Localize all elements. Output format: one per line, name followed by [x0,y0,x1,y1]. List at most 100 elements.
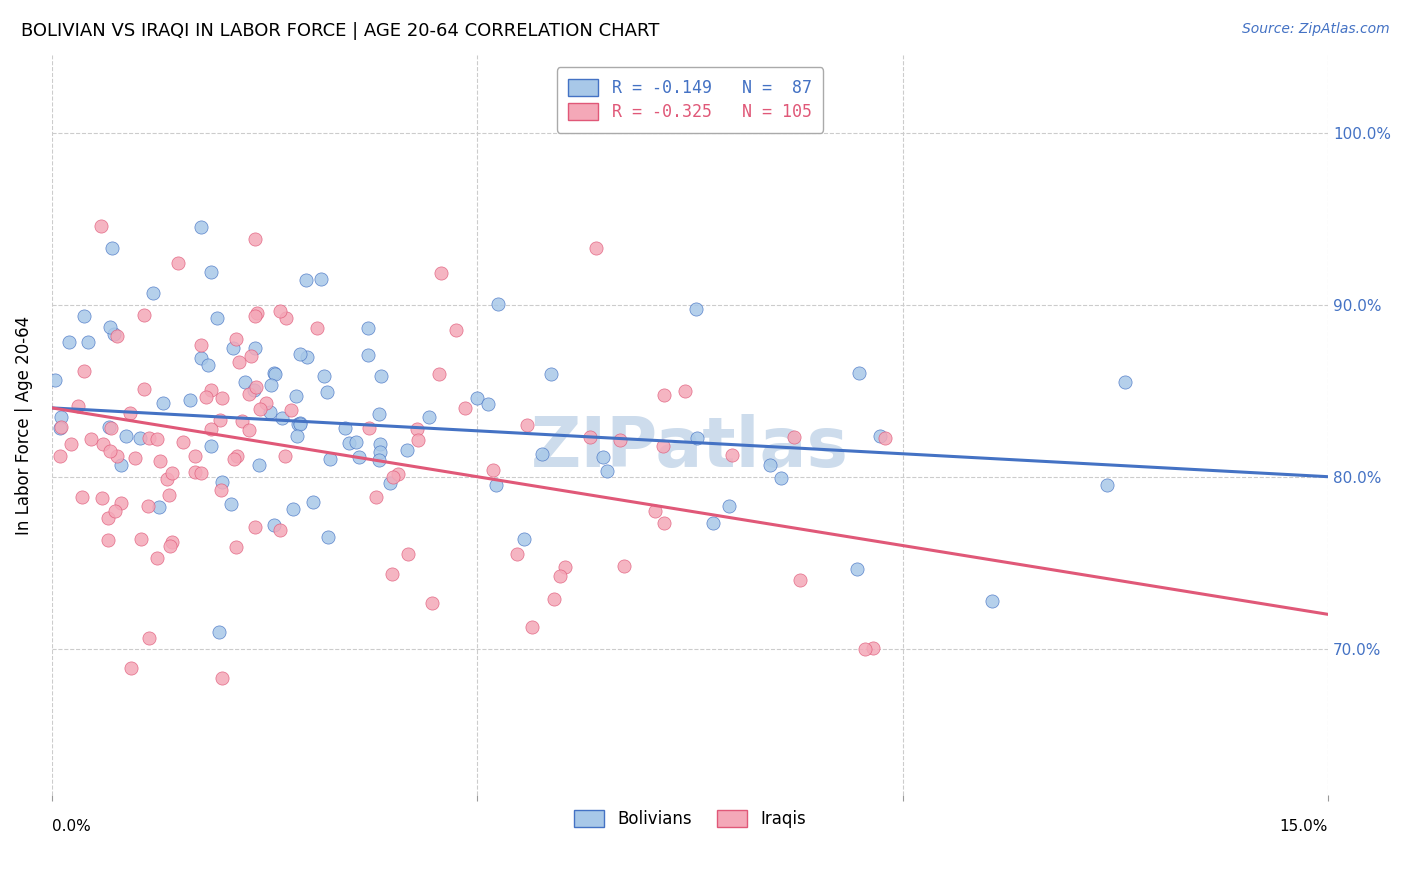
Point [848,366,870,380]
Point [118,406,141,420]
Point [138,432,160,446]
Point [146,551,169,566]
Point [243,383,266,397]
Point [702,516,724,530]
Point [190,351,212,366]
Point [652,516,675,530]
Point [200,265,222,279]
Point [97,420,120,434]
Point [387,467,409,481]
Point [609,433,631,447]
Point [368,407,391,421]
Point [200,439,222,453]
Point [51,420,73,434]
Point [366,490,388,504]
Point [319,452,342,467]
Point [264,367,287,381]
Point [595,464,617,478]
Point [249,401,271,416]
Point [128,431,150,445]
Point [260,378,283,392]
Text: ZIPatlas: ZIPatlas [531,414,849,481]
Point [110,496,132,510]
Point [652,388,675,402]
Point [105,450,128,464]
Text: Source: ZipAtlas.com: Source: ZipAtlas.com [1241,22,1389,37]
Point [238,423,260,437]
Point [862,641,884,656]
Point [194,390,217,404]
Point [274,311,297,326]
Point [554,560,576,574]
Point [77,334,100,349]
Point [288,347,311,361]
Point [283,502,305,516]
Point [651,439,673,453]
Point [789,573,811,587]
Point [506,547,529,561]
Point [211,391,233,405]
Point [382,469,405,483]
Point [222,451,245,466]
Point [486,297,509,311]
Point [263,366,285,380]
Point [396,547,419,561]
Point [157,487,180,501]
Point [104,504,127,518]
Point [200,422,222,436]
Point [49,420,72,434]
Point [429,266,451,280]
Point [142,286,165,301]
Point [1114,376,1136,390]
Point [367,453,389,467]
Point [129,532,152,546]
Point [231,414,253,428]
Point [288,416,311,430]
Point [316,385,339,400]
Point [146,432,169,446]
Text: 0.0%: 0.0% [52,819,90,834]
Point [381,567,404,582]
Point [120,661,142,675]
Point [686,431,709,445]
Point [245,309,267,323]
Point [378,476,401,491]
Point [211,671,233,685]
Point [159,539,181,553]
Point [79,433,101,447]
Point [225,540,247,554]
Point [309,272,332,286]
Point [225,449,247,463]
Point [271,411,294,425]
Point [418,409,440,424]
Point [280,403,302,417]
Point [543,591,565,606]
Point [287,417,309,432]
Point [721,448,744,462]
Text: BOLIVIAN VS IRAQI IN LABOR FORCE | AGE 20-64 CORRELATION CHART: BOLIVIAN VS IRAQI IN LABOR FORCE | AGE 2… [21,22,659,40]
Point [148,500,170,515]
Point [477,397,499,411]
Point [243,341,266,355]
Point [149,454,172,468]
Point [101,241,124,255]
Point [759,458,782,472]
Point [644,504,666,518]
Point [190,337,212,351]
Point [718,499,741,513]
Point [288,417,311,432]
Point [134,308,156,322]
Point [239,349,262,363]
Point [406,433,429,447]
Point [269,523,291,537]
Point [274,450,297,464]
Point [138,631,160,645]
Point [370,368,392,383]
Y-axis label: In Labor Force | Age 20-64: In Labor Force | Age 20-64 [15,316,32,534]
Point [368,445,391,459]
Point [172,435,194,450]
Point [453,401,475,416]
Point [228,355,250,369]
Point [444,323,467,337]
Point [233,375,256,389]
